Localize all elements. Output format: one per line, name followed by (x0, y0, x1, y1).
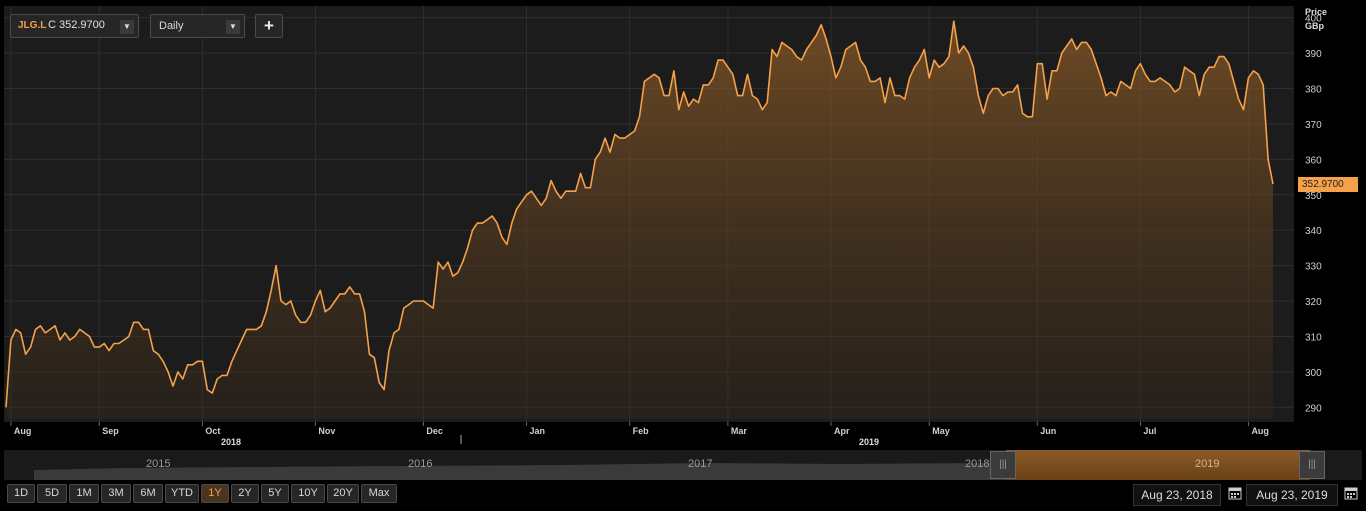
end-date-field[interactable]: Aug 23, 2019 (1246, 484, 1338, 506)
x-tick-label: Aug (1251, 426, 1269, 436)
navigator-year-2019: 2019 (1195, 458, 1220, 470)
calendar-icon[interactable] (1344, 486, 1358, 502)
price-line (5, 20, 1274, 408)
y-tick-label: 300 (1305, 368, 1322, 379)
last-price-tag: 352.9700 (1298, 177, 1358, 193)
range-button-5y[interactable]: 5Y (261, 484, 289, 503)
add-button[interactable]: + (255, 14, 283, 38)
scroll-marker (460, 435, 462, 444)
close-number: 352.9700 (59, 19, 105, 31)
start-date-field[interactable]: Aug 23, 2018 (1133, 484, 1221, 506)
y-tick-label: 400 (1305, 14, 1322, 25)
x-tick-label: Mar (731, 426, 748, 436)
symbol-label: JLG.L (18, 20, 47, 31)
navigator-left-handle[interactable]: ||| (990, 451, 1016, 479)
x-axis-ticks: Aug Sep Oct Nov Dec Jan Feb Mar Apr May Jun Jul Aug (10, 422, 1269, 436)
x-tick-label: Aug (14, 426, 32, 436)
range-button-max[interactable]: Max (361, 484, 397, 503)
y-tick-label: 370 (1305, 120, 1322, 131)
range-button-6m[interactable]: 6M (133, 484, 163, 503)
range-button-3m[interactable]: 3M (101, 484, 131, 503)
y-tick-label: 310 (1305, 332, 1322, 343)
navigator-year-2016: 2016 (408, 458, 433, 470)
y-tick-label: 360 (1305, 155, 1322, 166)
x-tick-label: Jan (530, 426, 546, 436)
y-tick-label: 390 (1305, 49, 1322, 60)
x-tick-label: Feb (633, 426, 650, 436)
y-tick-label: 320 (1305, 297, 1322, 308)
close-prefix: C (48, 19, 56, 31)
navigator-sparkline (34, 461, 1294, 480)
x-tick-label: Sep (102, 426, 119, 436)
unit-axis-label: GBp (1305, 21, 1324, 31)
range-button-5d[interactable]: 5D (37, 484, 67, 503)
y-tick-label: 290 (1305, 403, 1322, 414)
x-tick-label: Jun (1040, 426, 1056, 436)
navigator-year-2017: 2017 (688, 458, 713, 470)
x-tick-label: May (932, 426, 950, 436)
x-tick-label: Nov (318, 426, 335, 436)
price-axis-label: Price (1305, 7, 1328, 17)
interval-selector[interactable]: Daily ▼ (150, 14, 245, 38)
symbol-selector[interactable]: JLG.L C 352.9700 ▼ (10, 14, 139, 38)
navigator-year-2018: 2018 (965, 458, 990, 470)
range-button-ytd[interactable]: YTD (165, 484, 199, 503)
range-button-1m[interactable]: 1M (69, 484, 99, 503)
y-tick-label: 380 (1305, 84, 1322, 95)
x-tick-label: Oct (205, 426, 220, 436)
x-tick-label: Dec (426, 426, 443, 436)
y-tick-label: 340 (1305, 226, 1322, 237)
year-label-2019: 2019 (859, 437, 880, 447)
navigator-right-handle[interactable]: ||| (1299, 451, 1325, 479)
navigator-selection[interactable] (1006, 450, 1310, 480)
x-tick-label: Apr (834, 426, 850, 436)
y-tick-label: 330 (1305, 262, 1322, 273)
calendar-icon[interactable] (1228, 486, 1242, 502)
navigator-year-2015: 2015 (146, 458, 171, 470)
range-button-20y[interactable]: 20Y (327, 484, 359, 503)
dropdown-arrow-icon[interactable]: ▼ (120, 20, 134, 34)
range-button-1y[interactable]: 1Y (201, 484, 229, 503)
area-fill-layer (6, 21, 1273, 419)
interval-label: Daily (159, 20, 184, 32)
year-label-2018: 2018 (221, 437, 242, 447)
y-tick-label: 350 (1305, 191, 1322, 202)
price-area-fill (6, 21, 1273, 419)
x-tick-label: Jul (1143, 426, 1156, 436)
close-value: C 352.9700 (48, 19, 105, 31)
dropdown-arrow-icon[interactable]: ▼ (226, 20, 240, 34)
range-button-1d[interactable]: 1D (7, 484, 35, 503)
series-line-layer (5, 20, 1274, 408)
range-button-10y[interactable]: 10Y (291, 484, 325, 503)
range-button-2y[interactable]: 2Y (231, 484, 259, 503)
y-axis-ticks: 290 300 310 320 330 340 350 360 370 380 390 400 (1305, 14, 1322, 415)
